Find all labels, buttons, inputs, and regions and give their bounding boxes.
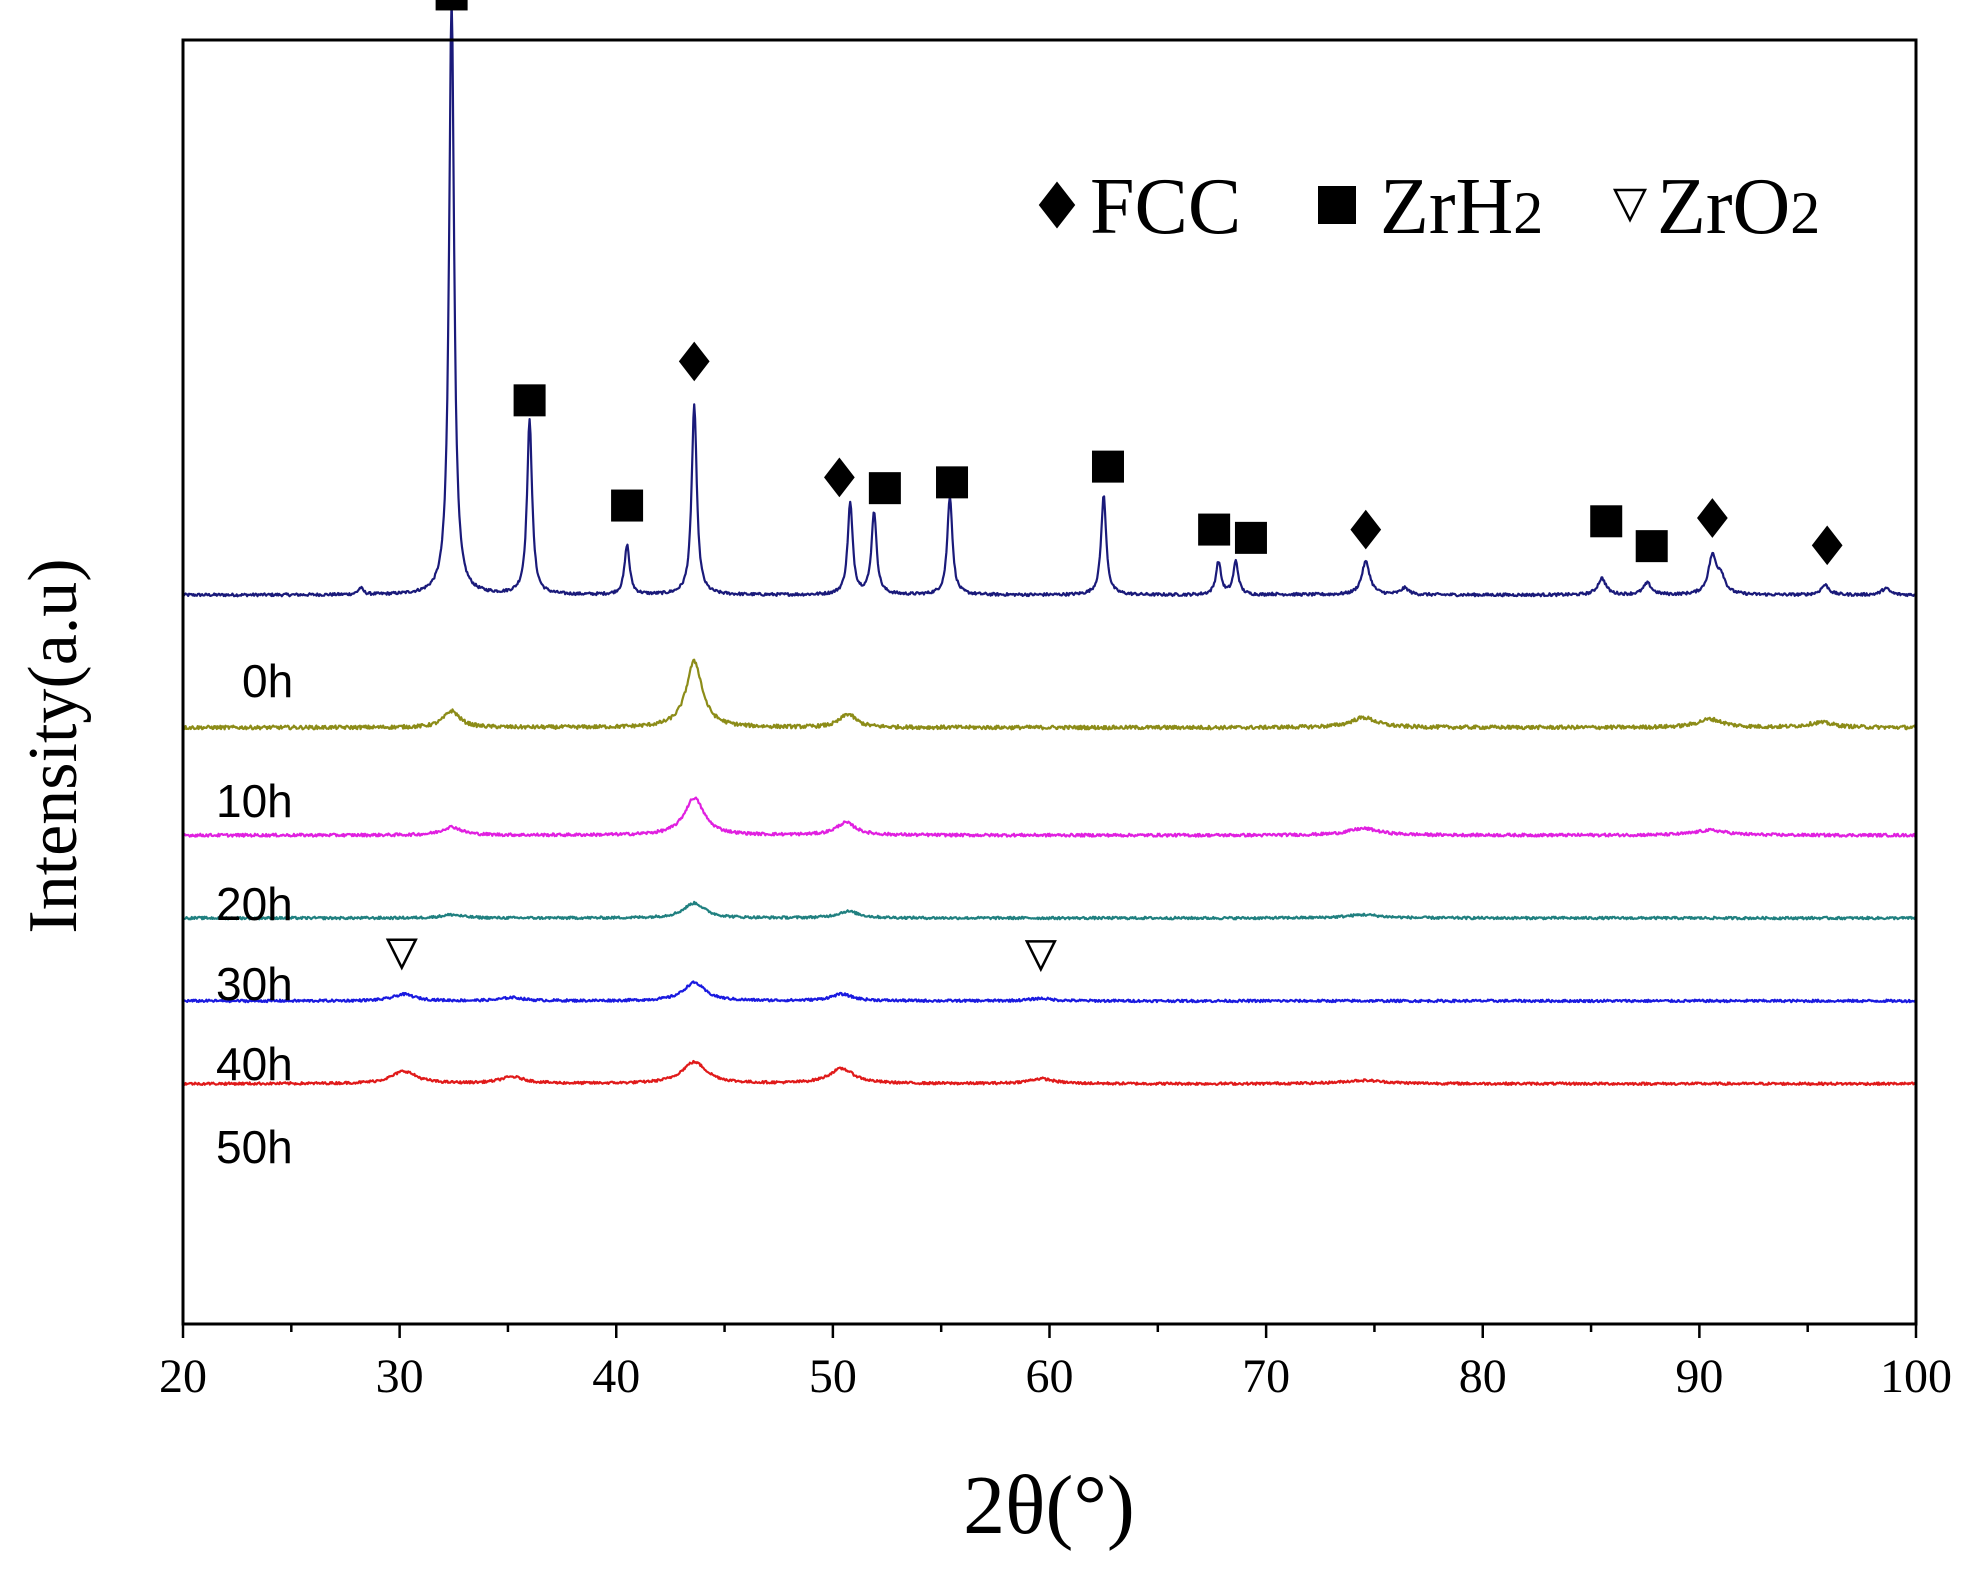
square-marker [1590,505,1623,538]
x-tick-label: 70 [1242,1350,1290,1403]
x-tick-label: 60 [1026,1350,1074,1403]
y-axis-label: Intensity(a.u) [15,558,92,933]
legend-label-subscript: 2 [1790,180,1820,246]
square-legend-icon [1318,186,1356,224]
x-tick-label: 90 [1675,1350,1723,1403]
diamond-marker [1350,509,1382,550]
diamond-legend-icon [1038,181,1076,229]
square-marker [435,0,468,11]
legend-label: ZrO2 [1657,163,1820,251]
legend-label-main: ZrH [1380,163,1513,251]
x-tick-label: 40 [592,1350,640,1403]
series-group [182,0,1918,1087]
diamond-marker [1697,498,1728,538]
series-labels-group: 0h 10h 20h 30h 40h 50h [216,655,293,1173]
legend-label-main: ZrO [1657,163,1790,251]
peak-markers-group [385,0,1843,973]
legend-label-subscript: 2 [1513,180,1543,246]
x-tick-label: 100 [1880,1350,1952,1403]
diamond-marker [1811,525,1843,566]
diamond-marker [678,341,710,382]
x-tick-label: 50 [809,1350,857,1403]
series-label-30h: 30h [216,958,293,1010]
series-line-50h [182,1059,1917,1087]
x-axis: 20 30 40 50 60 70 80 90 100 [159,1324,1952,1403]
square-marker [868,472,901,505]
series-label-40h: 40h [216,1038,293,1090]
series-label-0h: 0h [242,655,293,707]
square-marker [611,489,644,522]
legend-label: FCC [1090,163,1241,251]
square-marker [1091,450,1124,483]
series-label-50h: 50h [216,1121,293,1173]
triangle-down-open-marker [1024,940,1057,973]
x-tick-label: 80 [1459,1350,1507,1403]
series-label-10h: 10h [216,775,293,827]
series-line-0h [182,0,1917,598]
triangle-down-open-marker [385,938,418,971]
series-line-30h [182,900,1917,921]
legend-label-main: FCC [1090,163,1241,251]
series-line-20h [182,796,1918,838]
x-tick-label: 20 [159,1350,207,1403]
square-marker [513,384,546,417]
square-marker [1635,530,1668,563]
series-line-10h [182,658,1917,731]
x-axis-label: 2θ(°) [963,1459,1135,1552]
square-marker [936,466,969,499]
square-marker [1198,513,1231,546]
x-tick-label: 30 [376,1350,424,1403]
diamond-marker [824,457,855,498]
triangle-down-open-legend-icon [1612,188,1648,223]
series-label-20h: 20h [216,878,293,930]
series-line-40h [182,980,1917,1004]
legend: FCC ZrH2 ZrO2 [1038,163,1820,251]
legend-label: ZrH2 [1380,163,1543,251]
square-marker [1234,521,1267,554]
